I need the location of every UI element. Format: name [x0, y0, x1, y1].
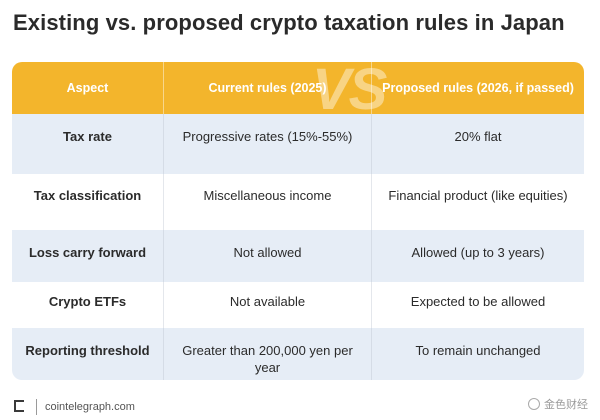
- row-current: Progressive rates (15%-55%): [164, 114, 372, 174]
- row-proposed: To remain unchanged: [415, 343, 541, 358]
- comparison-table: Aspect Current rules (2025) Proposed rul…: [12, 62, 584, 380]
- watermark-icon: [528, 398, 540, 410]
- row-proposed: Financial product (like equities): [388, 188, 568, 203]
- table-row: Tax classification Miscellaneous income …: [12, 174, 584, 230]
- watermark-text: 金色财经: [544, 399, 588, 411]
- row-aspect: Crypto ETFs: [12, 282, 164, 328]
- header-proposed-rules: Proposed rules (2026, if passed): [382, 81, 574, 95]
- vs-watermark-text: VS: [312, 62, 387, 122]
- row-aspect: Loss carry forward: [12, 230, 164, 282]
- page-title: Existing vs. proposed crypto taxation ru…: [13, 10, 565, 35]
- table-row: Reporting threshold Greater than 200,000…: [12, 328, 584, 380]
- row-current: Miscellaneous income: [164, 174, 372, 230]
- row-aspect: Tax classification: [12, 174, 164, 230]
- source-link[interactable]: cointelegraph.com: [45, 401, 135, 413]
- source-footer: cointelegraph.com: [14, 398, 135, 416]
- row-current: Not allowed: [164, 230, 372, 282]
- cointelegraph-logo-icon: [14, 400, 28, 414]
- header-current-rules: Current rules (2025): [164, 62, 372, 114]
- row-aspect: Tax rate: [12, 114, 164, 174]
- row-aspect: Reporting threshold: [12, 328, 164, 380]
- table-row: Crypto ETFs Not available Expected to be…: [12, 282, 584, 328]
- row-current: Greater than 200,000 yen per year: [164, 328, 372, 380]
- watermark: 金色财经: [528, 396, 588, 412]
- table-row: Tax rate Progressive rates (15%-55%) 20%…: [12, 114, 584, 174]
- table-row: Loss carry forward Not allowed Allowed (…: [12, 230, 584, 282]
- row-proposed: Allowed (up to 3 years): [411, 245, 545, 260]
- footer-divider: [36, 399, 37, 415]
- header-aspect: Aspect: [12, 62, 164, 114]
- row-proposed: Expected to be allowed: [410, 294, 546, 309]
- row-current: Not available: [164, 282, 372, 328]
- table-header-row: Aspect Current rules (2025) Proposed rul…: [12, 62, 584, 114]
- row-proposed: 20% flat: [454, 129, 502, 144]
